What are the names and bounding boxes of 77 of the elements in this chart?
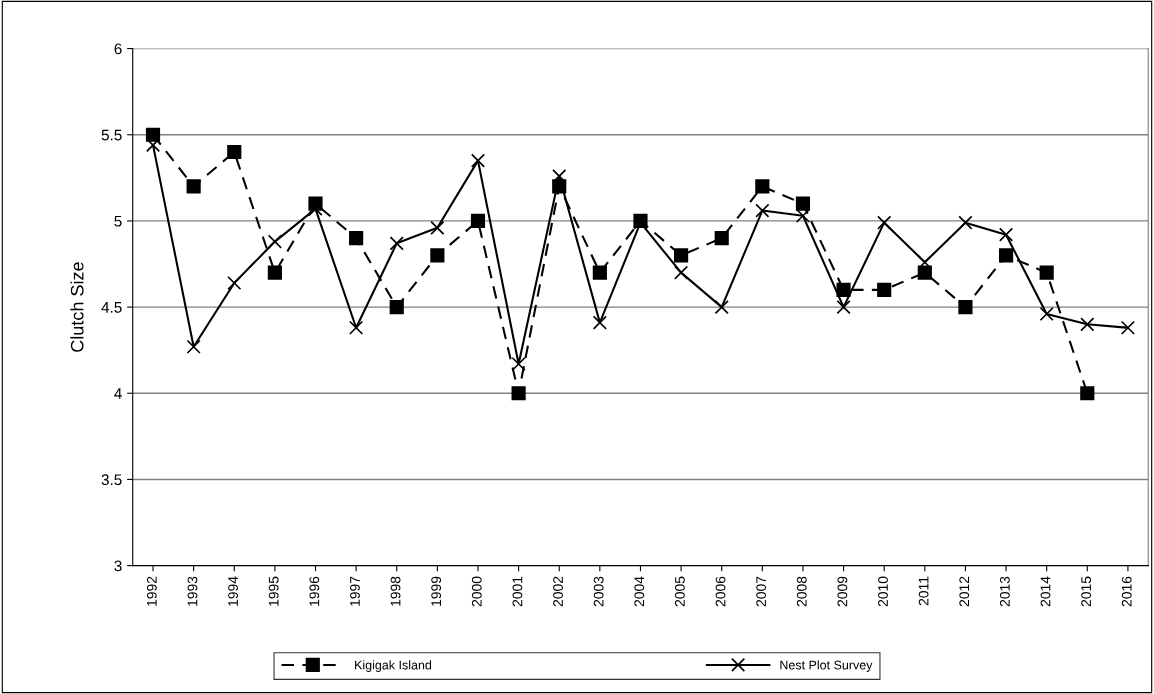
x-tick-label: 2007	[756, 576, 767, 607]
point	[1120, 320, 1136, 335]
point	[917, 265, 932, 280]
x-tick-label: 1997	[350, 576, 360, 606]
x-tick-label: 2011	[918, 576, 929, 606]
point	[836, 300, 851, 315]
y-tick-label: 4	[114, 388, 122, 399]
point	[592, 265, 607, 280]
point	[674, 265, 689, 280]
x-tick-label: 2014	[1040, 576, 1051, 607]
point	[430, 220, 445, 235]
y-tick-label: 5	[114, 215, 122, 227]
point	[470, 213, 486, 229]
x-tick-label: 2012	[959, 576, 970, 607]
x-tick-label: 1994	[228, 576, 238, 606]
point	[1080, 386, 1095, 401]
x-tick-label: 1996	[309, 576, 320, 606]
point	[714, 231, 729, 246]
y-axis-title: Clutch Size	[70, 262, 84, 352]
point	[877, 282, 892, 297]
y-tick-label: 6	[114, 43, 122, 55]
y-tick-label: 3	[114, 560, 122, 572]
y-tick-label: 3.5	[101, 474, 122, 486]
x-tick-label: 1992	[146, 576, 157, 606]
x-tick-label: 1993	[187, 576, 198, 606]
x-tick-label: 2003	[593, 576, 604, 607]
x-tick-label: 2009	[837, 576, 848, 607]
point	[186, 179, 201, 194]
x-tick-label: 2015	[1081, 576, 1092, 607]
x-tick-label: 2000	[471, 576, 482, 607]
point	[227, 275, 242, 291]
point	[877, 215, 892, 230]
x-tick-label: 1995	[268, 576, 279, 606]
point	[998, 227, 1014, 242]
legend-label: Kigigak Island	[355, 660, 432, 672]
point	[389, 236, 404, 251]
x-tick-label: 2004	[634, 576, 645, 607]
point	[349, 320, 364, 335]
point	[511, 386, 526, 401]
x-tick-label: 2002	[553, 576, 563, 607]
point	[795, 196, 811, 211]
point	[552, 169, 567, 184]
point	[958, 215, 973, 230]
x-tick-label: 2013	[999, 576, 1010, 607]
legend-label: Nest Plot Survey	[780, 660, 873, 672]
x-tick-label: 2001	[512, 576, 523, 607]
point	[430, 248, 445, 263]
point	[1039, 265, 1054, 280]
point	[1039, 306, 1054, 322]
x-tick-label: 2008	[796, 576, 807, 607]
point	[349, 231, 364, 246]
point	[186, 339, 201, 354]
point	[308, 201, 323, 216]
point	[267, 265, 282, 280]
point	[795, 208, 811, 223]
x-tick-label: 2010	[878, 576, 888, 607]
x-tick-label: 2016	[1121, 576, 1132, 607]
point	[998, 248, 1014, 263]
x-tick-label: 1999	[431, 576, 442, 606]
point	[227, 144, 242, 160]
point	[958, 300, 973, 315]
point	[755, 203, 770, 218]
point	[511, 356, 526, 372]
point	[389, 300, 404, 315]
y-tick-label: 5.5	[101, 129, 122, 141]
point	[714, 300, 729, 315]
point	[836, 282, 851, 297]
x-tick-label: 1998	[390, 576, 401, 606]
x-tick-label: 2006	[715, 576, 726, 607]
point	[592, 315, 607, 330]
y-tick-label: 4.5	[101, 302, 122, 313]
point	[674, 248, 689, 263]
point	[267, 234, 282, 249]
point	[470, 153, 486, 168]
point	[1080, 317, 1095, 332]
x-tick-label: 2005	[674, 576, 685, 607]
point	[755, 179, 770, 194]
